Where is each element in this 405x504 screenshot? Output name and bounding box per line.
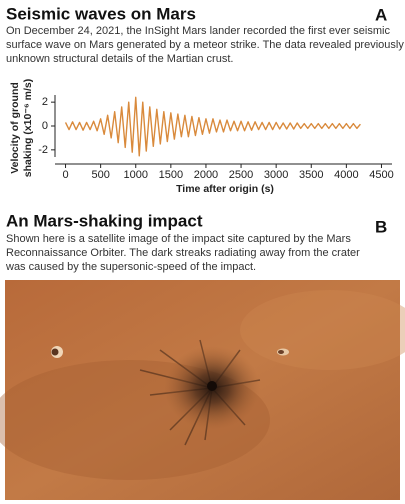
x-tick-label: 1500: [159, 169, 183, 181]
x-tick-label: 500: [91, 169, 109, 181]
waveform: [64, 96, 361, 157]
y-axis-label: shaking (x10⁻⁶ m/s): [22, 79, 34, 178]
y-tick-label: 2: [42, 96, 48, 108]
panel-title: An Mars-shaking impact: [6, 211, 203, 230]
panel-letter: B: [375, 217, 387, 236]
y-axis-label: Velocity of ground: [9, 82, 21, 174]
x-tick-label: 3500: [299, 169, 323, 181]
x-axis-label: Time after origin (s): [176, 183, 274, 195]
x-tick-label: 0: [62, 169, 68, 181]
panel-letter: A: [375, 5, 387, 24]
y-tick-label: 0: [42, 120, 48, 132]
x-tick-label: 2500: [229, 169, 253, 181]
panel-title: Seismic waves on Mars: [6, 4, 196, 23]
description-line: surface wave on Mars generated by a mete…: [6, 39, 404, 51]
description-line: Shown here is a satellite image of the i…: [6, 233, 351, 245]
description-line: was caused by the supersonic-speed of th…: [5, 261, 256, 273]
satellite-image: [0, 280, 405, 500]
y-tick-label: -2: [38, 144, 48, 156]
description-line: Reconnaissance Orbiter. The dark streaks…: [6, 247, 360, 259]
x-tick-label: 2000: [194, 169, 218, 181]
x-tick-label: 3000: [264, 169, 288, 181]
x-tick-label: 4000: [334, 169, 358, 181]
description-line: On December 24, 2021, the InSight Mars l…: [6, 25, 390, 37]
x-tick-label: 4500: [369, 169, 393, 181]
x-tick-label: 1000: [123, 169, 147, 181]
description-line: unknown structural details of the Martia…: [6, 53, 233, 65]
